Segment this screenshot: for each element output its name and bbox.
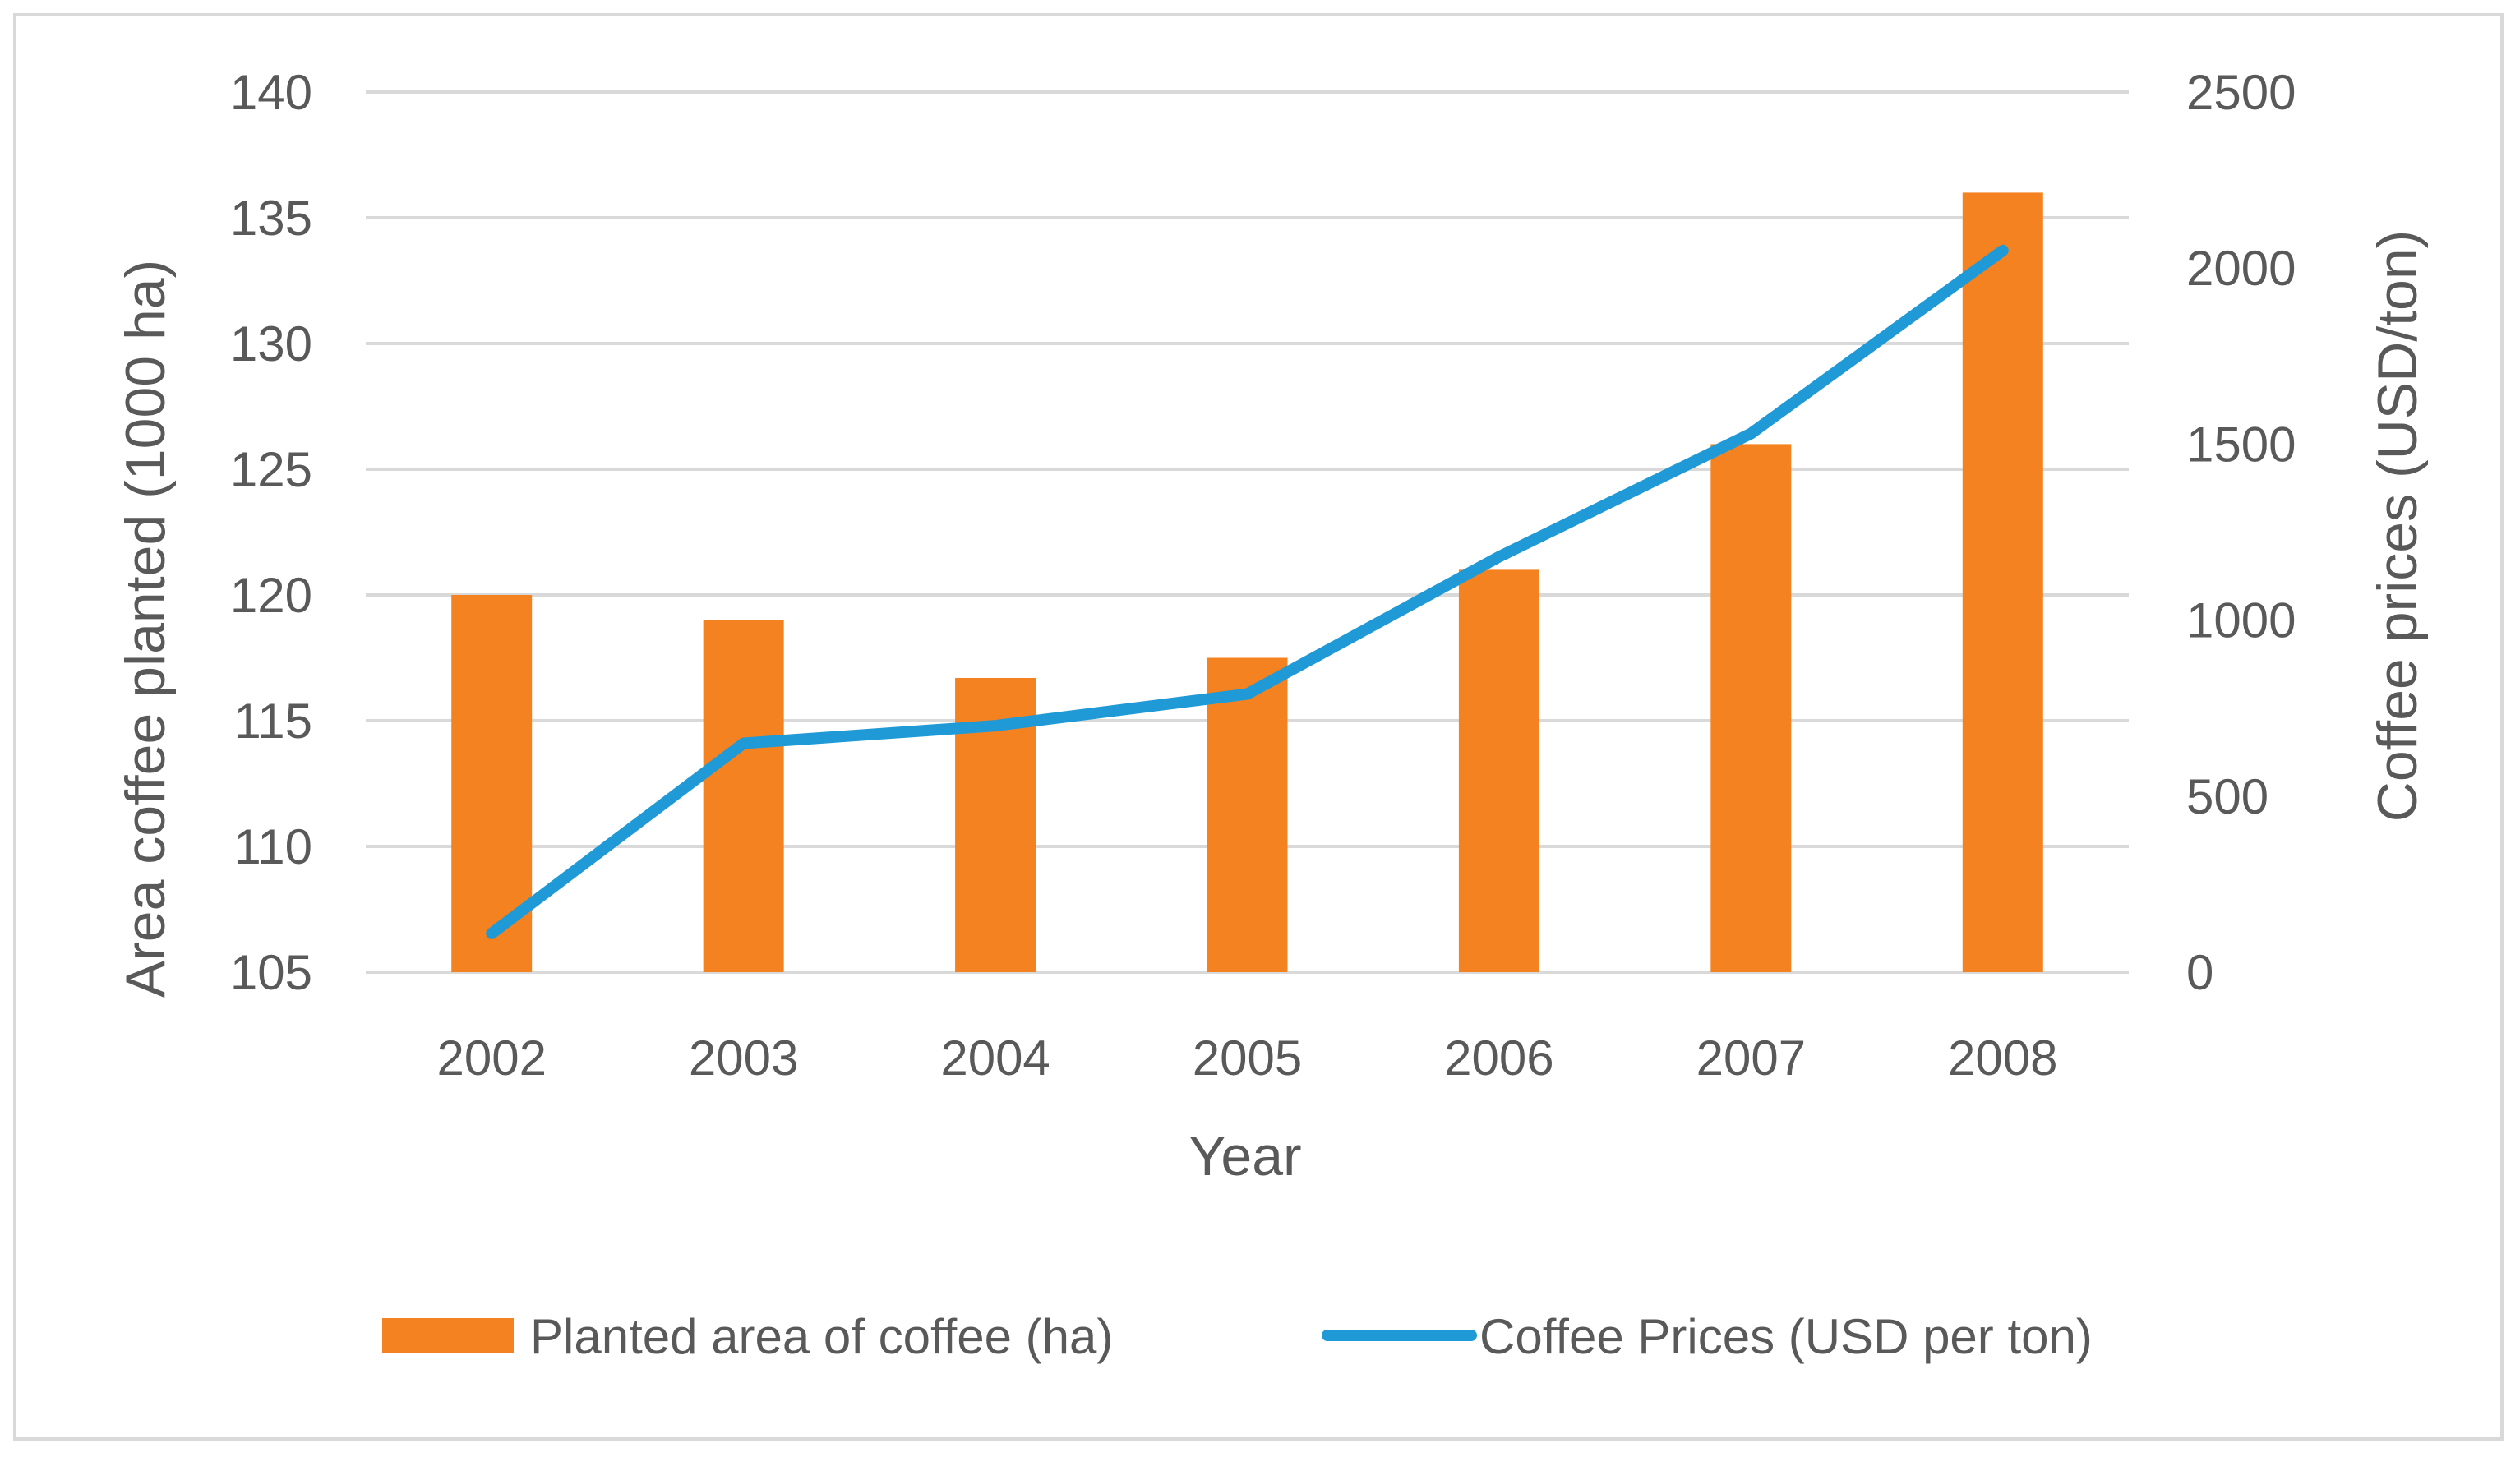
bar-2003 xyxy=(703,620,784,972)
legend-swatch-planted-area xyxy=(382,1318,514,1353)
legend-label-coffee-prices: Coffee Prices (USD per ton) xyxy=(1479,1309,2093,1364)
bar-series xyxy=(451,192,2043,972)
y-axis-right-ticks: 0 500 1000 1500 2000 2500 xyxy=(2186,65,2296,1000)
x-tick-label-2006: 2006 xyxy=(1444,1031,1553,1086)
y2-tick-label-2: 1000 xyxy=(2186,593,2296,648)
y-tick-label-2: 115 xyxy=(233,694,312,749)
y-tick-label-6: 135 xyxy=(230,191,312,246)
x-tick-label-2008: 2008 xyxy=(1948,1031,2057,1086)
x-tick-label-2004: 2004 xyxy=(940,1031,1050,1086)
y2-tick-label-3: 1500 xyxy=(2186,417,2296,472)
bar-2006 xyxy=(1458,569,1539,972)
x-axis-title: Year xyxy=(1188,1125,1301,1187)
y-tick-label-5: 130 xyxy=(230,316,312,371)
legend: Planted area of coffee (ha) Coffee Price… xyxy=(382,1309,2093,1364)
y-tick-label-3: 120 xyxy=(230,568,312,623)
y-tick-label-7: 140 xyxy=(230,65,312,120)
line-series xyxy=(486,244,2009,939)
bar-2008 xyxy=(1962,192,2043,972)
y-tick-label-1: 110 xyxy=(233,819,312,874)
y-tick-label-0: 105 xyxy=(230,945,312,1000)
x-tick-label-2003: 2003 xyxy=(689,1031,798,1086)
y2-tick-label-5: 2500 xyxy=(2186,65,2296,120)
bar-2007 xyxy=(1710,444,1792,972)
x-axis-ticks: 2002 2003 2004 2005 2006 2007 2008 xyxy=(436,1031,2057,1086)
x-tick-label-2007: 2007 xyxy=(1696,1031,1806,1086)
gridlines xyxy=(366,90,2129,974)
x-tick-label-2005: 2005 xyxy=(1193,1031,1302,1086)
x-tick-label-2002: 2002 xyxy=(436,1031,546,1086)
y-axis-left-ticks: 105 110 115 120 125 130 135 140 xyxy=(230,65,312,1000)
y-axis-right-title: Coffee prices (USD/ton) xyxy=(2366,230,2429,823)
y-axis-left-title: Area coffee planted (1000 ha) xyxy=(114,260,177,998)
legend-label-planted-area: Planted area of coffee (ha) xyxy=(530,1309,1113,1364)
y2-tick-label-1: 500 xyxy=(2186,769,2268,824)
y-tick-label-4: 125 xyxy=(230,442,312,497)
y2-tick-label-4: 2000 xyxy=(2186,241,2296,296)
y2-tick-label-0: 0 xyxy=(2186,945,2213,1000)
bar-2005 xyxy=(1207,657,1288,972)
